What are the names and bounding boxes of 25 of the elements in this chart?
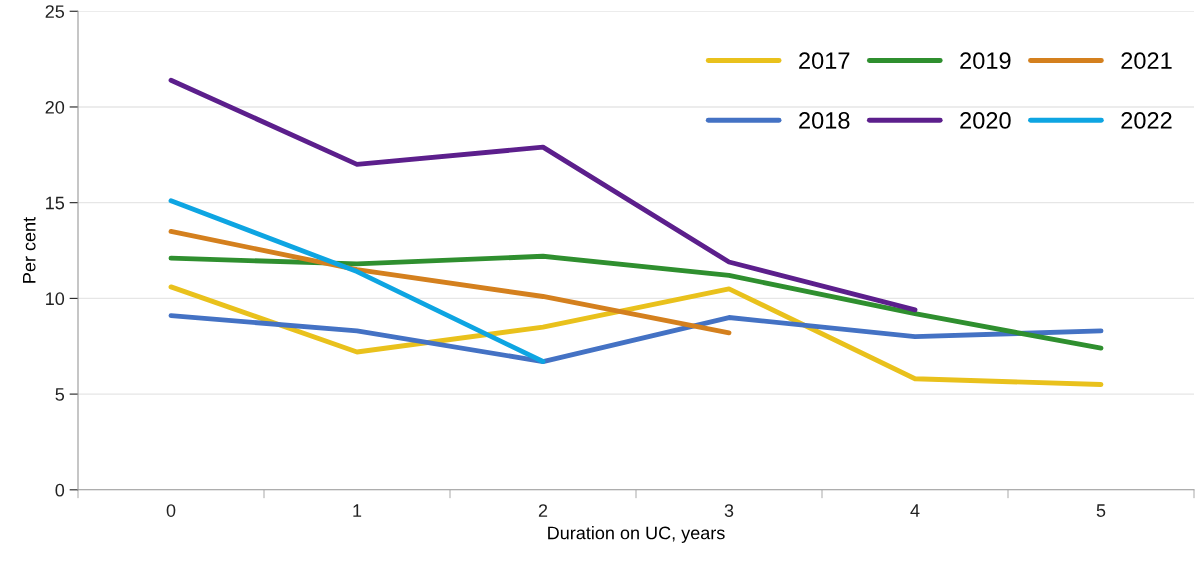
line-series xyxy=(168,77,918,313)
x-tick-label: 2 xyxy=(538,504,548,517)
legend-label: 2019 xyxy=(960,52,1011,69)
y-tick-label: 25 xyxy=(45,5,65,18)
line-series xyxy=(168,313,1104,364)
y-tick-label: 15 xyxy=(46,196,65,210)
line-series xyxy=(168,284,1104,387)
x-tick-label: 3 xyxy=(724,504,734,517)
legend-label: 2018 xyxy=(799,112,850,129)
y-tick-label: 5 xyxy=(55,388,65,401)
legend-label: 2020 xyxy=(960,112,1011,129)
y-tick-label: 0 xyxy=(55,483,65,497)
x-axis-title: Duration on UC, years xyxy=(548,526,725,543)
x-tick-label: 5 xyxy=(1096,504,1106,517)
x-tick-label: 0 xyxy=(166,504,176,517)
legend-label: 2022 xyxy=(1121,112,1172,129)
line-series xyxy=(168,253,1104,351)
x-tick-label: 4 xyxy=(910,504,920,517)
y-tick-label: 10 xyxy=(46,292,65,306)
y-tick-label: 20 xyxy=(45,100,65,114)
y-axis-title: Per cent xyxy=(23,217,36,283)
legend-label: 2021 xyxy=(1121,52,1172,69)
legend-label: 2017 xyxy=(799,52,850,69)
line-series xyxy=(168,228,732,336)
x-tick-label: 1 xyxy=(353,504,362,517)
